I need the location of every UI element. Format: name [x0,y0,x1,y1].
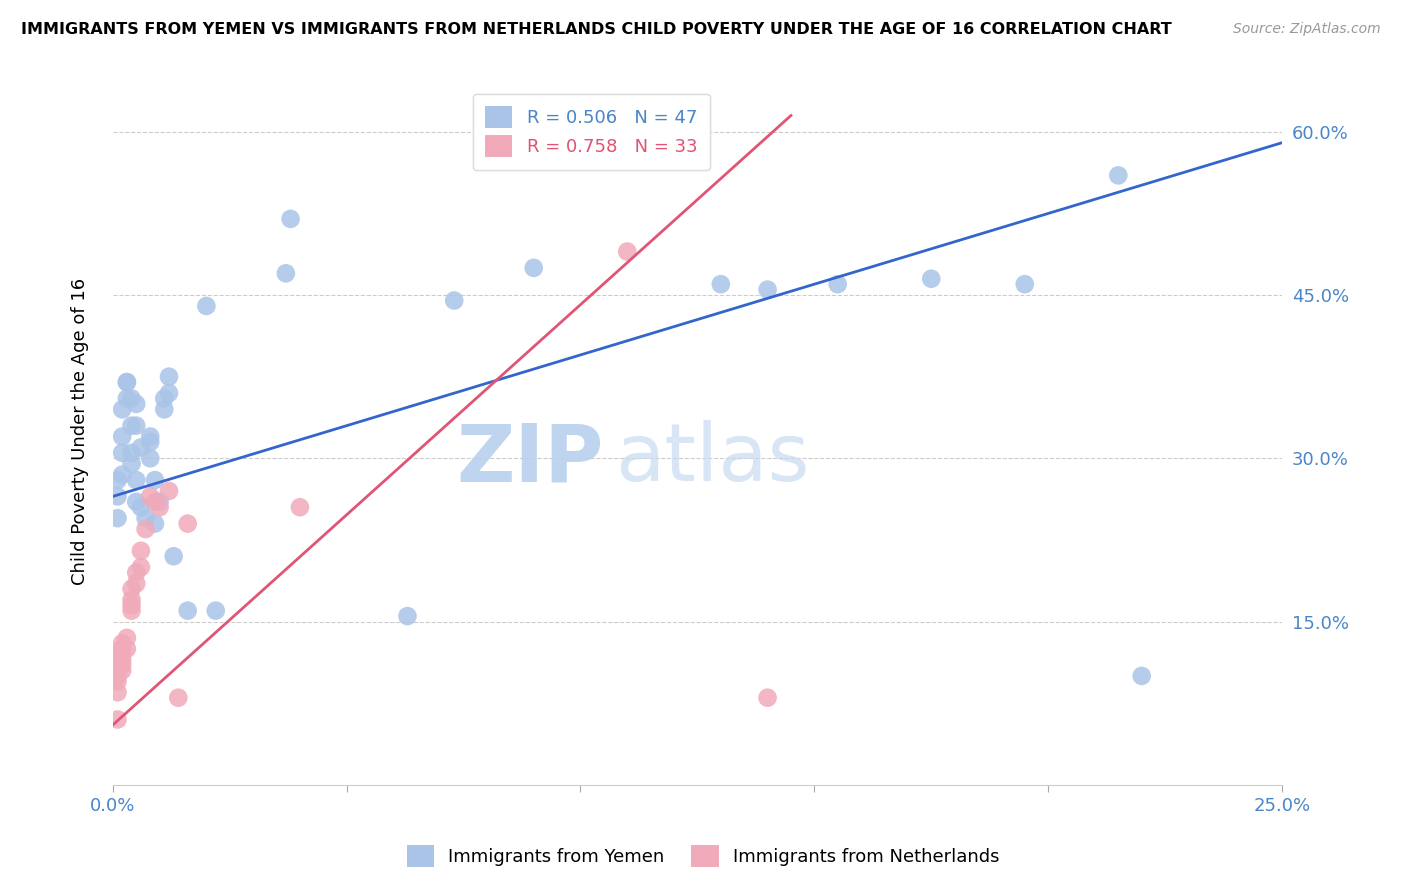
Point [153,392,176,406]
Point [1107,169,1129,183]
Point [280,211,302,226]
Point [1130,669,1153,683]
Point [111,652,134,666]
Point [125,495,148,509]
Point [107,713,129,727]
Point [139,434,162,449]
Point [115,641,138,656]
Point [107,647,129,661]
Point [115,375,138,389]
Point [115,631,138,645]
Point [125,566,148,580]
Point [710,277,733,292]
Point [204,604,226,618]
Point [139,451,162,466]
Point [121,582,143,596]
Text: atlas: atlas [616,420,810,499]
Point [149,495,172,509]
Text: IMMIGRANTS FROM YEMEN VS IMMIGRANTS FROM NETHERLANDS CHILD POVERTY UNDER THE AGE: IMMIGRANTS FROM YEMEN VS IMMIGRANTS FROM… [21,22,1171,37]
Point [756,690,779,705]
Point [121,592,143,607]
Point [115,392,138,406]
Point [111,664,134,678]
Point [920,272,942,286]
Point [176,516,198,531]
Point [143,473,166,487]
Point [107,652,129,666]
Point [1014,277,1036,292]
Point [107,669,129,683]
Point [111,467,134,482]
Point [107,685,129,699]
Point [139,489,162,503]
Point [157,369,180,384]
Point [163,549,186,564]
Point [396,609,419,624]
Legend: Immigrants from Yemen, Immigrants from Netherlands: Immigrants from Yemen, Immigrants from N… [399,838,1007,874]
Point [125,473,148,487]
Y-axis label: Child Poverty Under the Age of 16: Child Poverty Under the Age of 16 [72,277,89,584]
Point [115,375,138,389]
Point [121,457,143,471]
Point [107,511,129,525]
Point [111,402,134,417]
Point [135,511,157,525]
Text: Source: ZipAtlas.com: Source: ZipAtlas.com [1233,22,1381,37]
Point [827,277,849,292]
Point [121,418,143,433]
Point [107,674,129,689]
Point [443,293,465,308]
Point [111,647,134,661]
Point [149,500,172,515]
Point [129,543,152,558]
Point [111,658,134,673]
Point [111,446,134,460]
Text: ZIP: ZIP [457,420,605,499]
Legend: R = 0.506   N = 47, R = 0.758   N = 33: R = 0.506 N = 47, R = 0.758 N = 33 [472,94,710,170]
Point [107,473,129,487]
Point [153,402,176,417]
Point [121,598,143,612]
Point [167,690,190,705]
Point [121,604,143,618]
Point [111,429,134,443]
Point [107,658,129,673]
Point [121,392,143,406]
Point [176,604,198,618]
Point [111,641,134,656]
Point [143,495,166,509]
Point [157,386,180,401]
Point [523,260,546,275]
Point [125,576,148,591]
Point [157,483,180,498]
Point [288,500,311,515]
Point [107,489,129,503]
Point [129,560,152,574]
Point [129,441,152,455]
Point [195,299,218,313]
Point [125,418,148,433]
Point [139,429,162,443]
Point [274,266,297,280]
Point [129,500,152,515]
Point [125,397,148,411]
Point [756,283,779,297]
Point [135,522,157,536]
Point [143,516,166,531]
Point [121,446,143,460]
Point [616,244,638,259]
Point [111,636,134,650]
